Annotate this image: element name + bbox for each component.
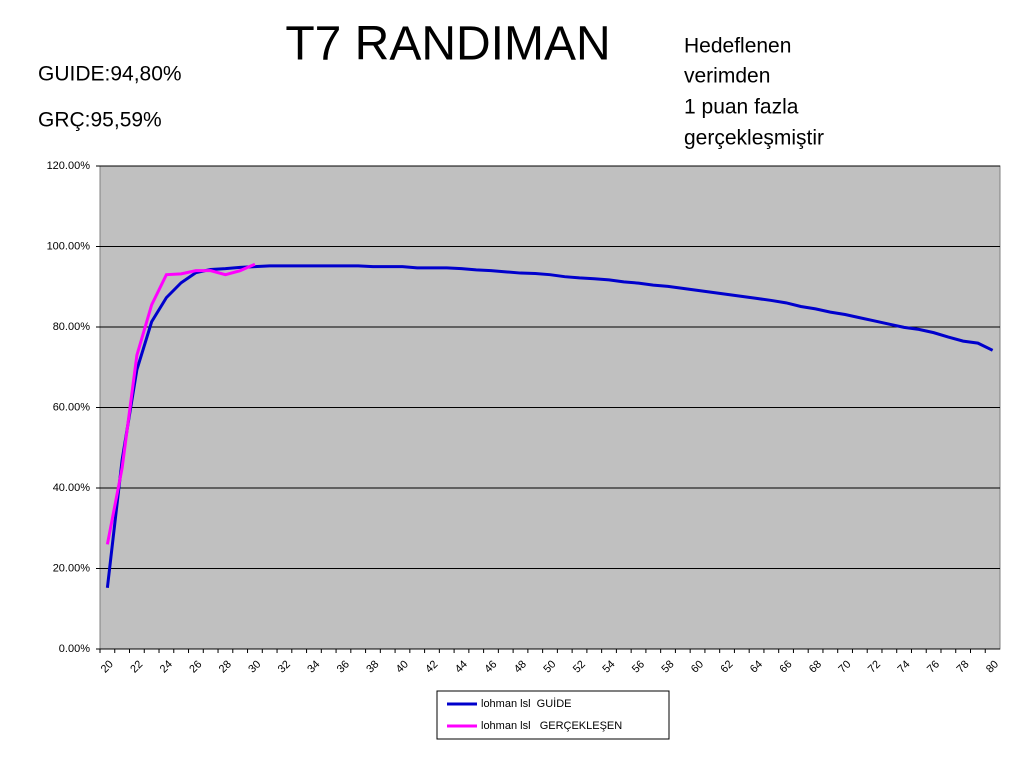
x-tick-label: 56 <box>630 658 647 675</box>
x-tick-label: 68 <box>807 658 824 675</box>
x-tick-label: 20 <box>99 658 116 675</box>
x-tick-label: 44 <box>453 658 470 675</box>
x-tick-label: 38 <box>364 658 381 675</box>
x-tick-label: 54 <box>600 658 617 675</box>
y-tick-label: 80.00% <box>53 321 91 333</box>
chart-title: T7 RANDIMAN <box>285 18 610 71</box>
x-tick-label: 60 <box>689 658 706 675</box>
series-line <box>105 262 256 545</box>
y-tick-label: 120.00% <box>47 160 91 172</box>
x-tick-label: 70 <box>836 658 853 675</box>
legend-label: lohman lsl GERÇEKLEŞEN <box>481 720 622 732</box>
x-tick-label: 66 <box>777 658 794 675</box>
x-tick-label: 62 <box>718 658 735 675</box>
x-tick-label: 36 <box>335 658 352 675</box>
x-tick-label: 50 <box>541 658 558 675</box>
legend-box <box>436 690 670 740</box>
x-tick-label: 26 <box>187 658 204 675</box>
x-tick-label: 48 <box>512 658 529 675</box>
x-tick-label: 64 <box>748 658 765 675</box>
annotation: GUIDE:94,80% <box>38 63 182 86</box>
note: Hedeflenen <box>684 35 791 58</box>
annotation: GRÇ:95,59% <box>38 109 162 132</box>
x-tick-label: 52 <box>571 658 588 675</box>
x-tick-label: 34 <box>305 658 322 675</box>
y-tick-label: 100.00% <box>47 240 91 252</box>
y-tick-label: 60.00% <box>53 401 91 413</box>
note: verimden <box>684 65 770 88</box>
series-line <box>105 264 994 588</box>
x-tick-label: 42 <box>423 658 440 675</box>
y-tick-label: 0.00% <box>59 643 90 655</box>
x-tick-label: 24 <box>158 658 175 675</box>
y-tick-label: 40.00% <box>53 482 91 494</box>
legend-label: lohman lsl GUİDE <box>481 697 571 710</box>
note: 1 puan fazla <box>684 96 799 119</box>
x-tick-label: 30 <box>246 658 263 675</box>
x-tick-label: 80 <box>984 658 1001 675</box>
x-tick-label: 72 <box>866 658 883 675</box>
x-tick-label: 22 <box>128 658 145 675</box>
note: gerçekleşmiştir <box>684 127 824 150</box>
x-tick-label: 76 <box>925 658 942 675</box>
x-tick-label: 28 <box>217 658 234 675</box>
x-tick-label: 46 <box>482 658 499 675</box>
x-tick-label: 32 <box>276 658 293 675</box>
x-tick-label: 58 <box>659 658 676 675</box>
y-tick-label: 20.00% <box>53 562 91 574</box>
x-tick-label: 40 <box>394 658 411 675</box>
x-tick-label: 74 <box>895 658 912 675</box>
x-tick-label: 78 <box>954 658 971 675</box>
